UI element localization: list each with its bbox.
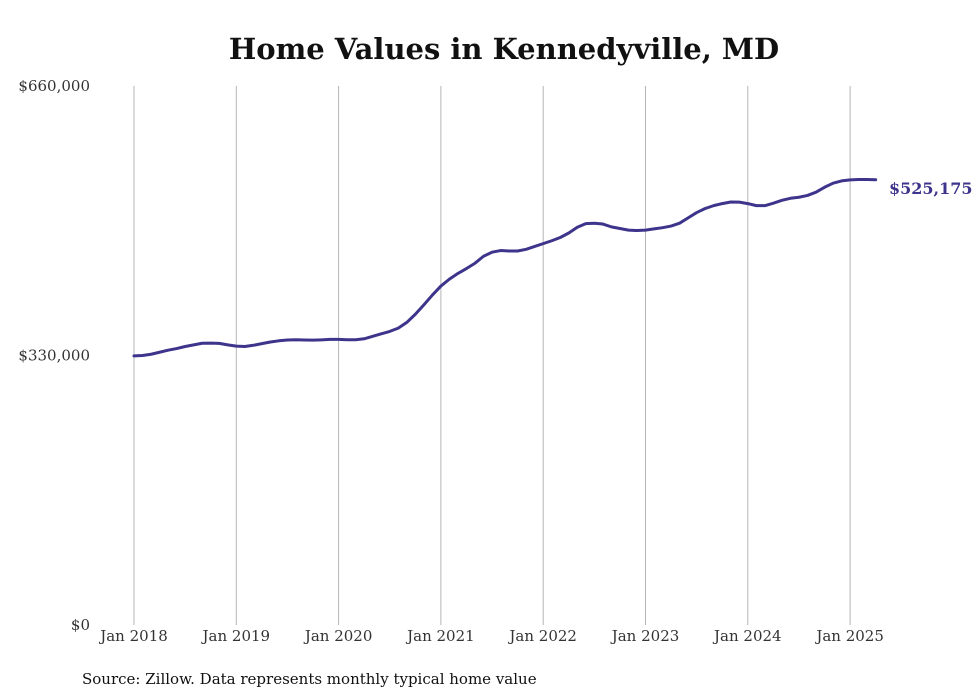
chart-title: Home Values in Kennedyville, MD [229,32,779,66]
series-line-0 [132,178,878,358]
x-tick-label-6: Jan 2024 [712,627,782,645]
x-tick-label-7: Jan 2025 [814,627,884,645]
y-tick-label-1: $330,000 [18,347,90,365]
x-axis-tick-labels: Jan 2018 Jan 2019 Jan 2020 Jan 2021 Jan 2022… [98,627,884,645]
x-tick-label-0: Jan 2018 [98,627,168,645]
source-note: Source: Zillow. Data represents monthly … [82,670,537,688]
y-tick-label-0: $0 [71,616,90,634]
x-tick-label-4: Jan 2022 [507,627,577,645]
x-tick-label-1: Jan 2019 [201,627,271,645]
x-tick-label-2: Jan 2020 [303,627,373,645]
series-layer [132,178,878,358]
x-tick-label-3: Jan 2021 [405,627,475,645]
end-value-label: $525,175 [889,179,973,198]
x-tick-label-5: Jan 2023 [610,627,680,645]
vertical-gridlines [133,86,851,625]
y-axis-tick-labels: $0 $330,000 $660,000 [18,77,90,634]
y-tick-label-2: $660,000 [18,77,90,95]
